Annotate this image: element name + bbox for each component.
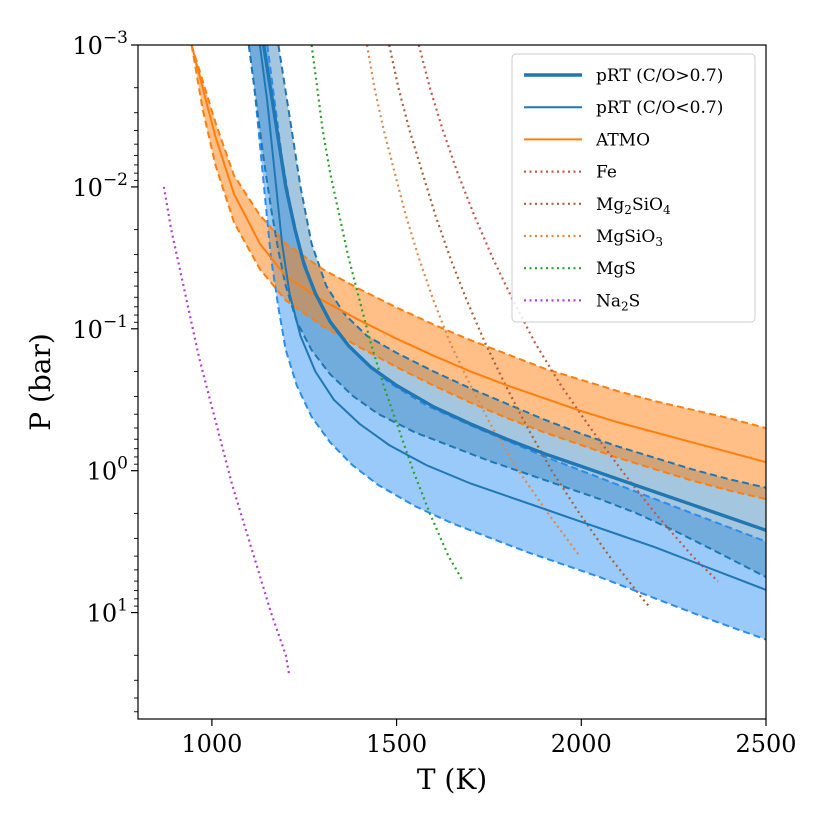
atmo-band-edge-upper — [190, 45, 766, 501]
legend-label-mgs: MgS — [596, 259, 636, 279]
x-axis-title: T (K) — [417, 763, 487, 796]
legend-label-mg2sio4: Mg2SiO4 — [596, 195, 671, 217]
plot-frame — [137, 44, 767, 720]
condensation-curve-mgsio3 — [365, 45, 581, 557]
prt-high-band — [248, 45, 766, 578]
x-tick-label: 1000 — [181, 730, 242, 758]
y-tick-label: 101 — [87, 596, 128, 628]
legend-label-fe: Fe — [596, 163, 617, 183]
legend: pRT (C/O>0.7) pRT (C/O<0.7) ATMO Fe Mg2SiO4 M… — [511, 53, 756, 323]
y-tick-label: 10−3 — [72, 28, 128, 60]
legend-label-prt_high: pRT (C/O>0.7) — [596, 66, 723, 86]
x-tick-label: 2500 — [735, 730, 796, 758]
prt-low-median-line — [258, 45, 766, 591]
x-tick-label: 1500 — [366, 730, 427, 758]
prt-low-band — [248, 45, 766, 640]
x-tick-label: 2000 — [551, 730, 612, 758]
legend-label-atmo: ATMO — [595, 130, 650, 150]
legend-label-na2s: Na2S — [596, 291, 640, 313]
prt-high-band-edge-upper — [247, 45, 766, 578]
prt-high-band-edge-lower — [277, 45, 766, 489]
condensation-curve-mgs — [310, 45, 465, 582]
prt-high-median-line — [261, 45, 766, 532]
y-tick-label: 10−1 — [72, 312, 128, 344]
legend-label-mgsio3: MgSiO3 — [596, 227, 663, 249]
condensation-curve-mg2sio4 — [388, 45, 651, 608]
atmo-median-line — [190, 45, 766, 464]
legend-label-prt_low: pRT (C/O<0.7) — [596, 98, 723, 118]
legend-box — [511, 53, 756, 323]
atmo-band-edge-lower — [190, 45, 766, 430]
y-axis-title: P (bar) — [24, 333, 57, 431]
y-tick-label: 10−2 — [72, 170, 128, 202]
y-tick-label: 100 — [87, 454, 128, 486]
